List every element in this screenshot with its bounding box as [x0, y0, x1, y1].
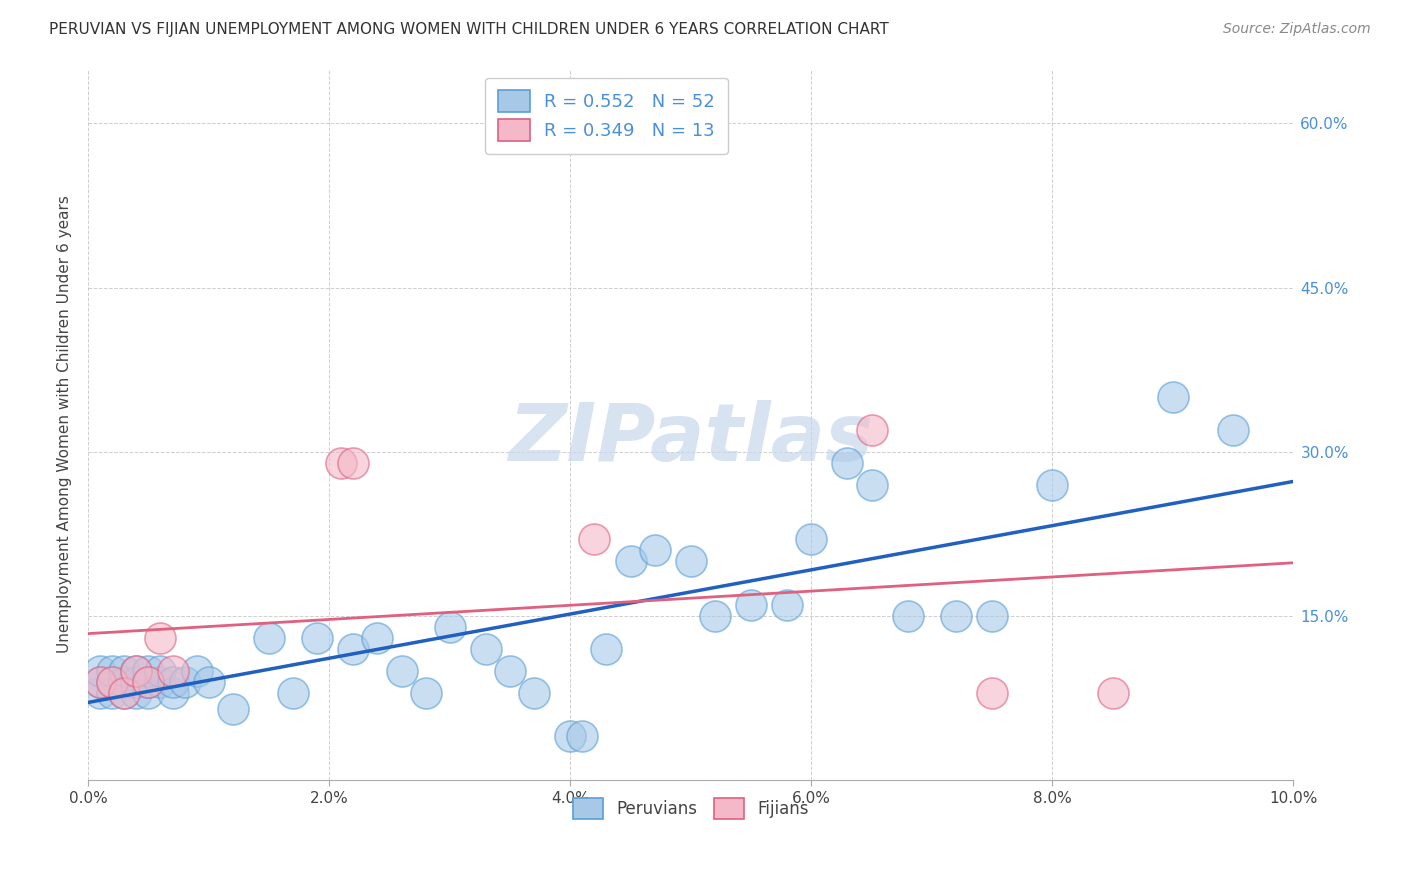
- Point: [366, 631, 388, 645]
- Point: [860, 477, 883, 491]
- Point: [112, 674, 135, 689]
- Point: [149, 631, 172, 645]
- Point: [1222, 423, 1244, 437]
- Point: [703, 609, 725, 624]
- Point: [101, 686, 124, 700]
- Point: [222, 702, 245, 716]
- Point: [101, 674, 124, 689]
- Point: [281, 686, 304, 700]
- Point: [1101, 686, 1123, 700]
- Point: [197, 674, 219, 689]
- Text: PERUVIAN VS FIJIAN UNEMPLOYMENT AMONG WOMEN WITH CHILDREN UNDER 6 YEARS CORRELAT: PERUVIAN VS FIJIAN UNEMPLOYMENT AMONG WO…: [49, 22, 889, 37]
- Point: [499, 664, 522, 678]
- Point: [860, 423, 883, 437]
- Point: [475, 641, 498, 656]
- Point: [981, 609, 1004, 624]
- Point: [125, 674, 148, 689]
- Point: [89, 664, 111, 678]
- Point: [112, 686, 135, 700]
- Point: [391, 664, 413, 678]
- Point: [138, 686, 160, 700]
- Point: [583, 533, 606, 547]
- Point: [981, 686, 1004, 700]
- Point: [595, 641, 617, 656]
- Point: [186, 664, 208, 678]
- Point: [149, 664, 172, 678]
- Point: [101, 674, 124, 689]
- Point: [112, 664, 135, 678]
- Point: [571, 730, 593, 744]
- Point: [89, 674, 111, 689]
- Point: [679, 554, 702, 568]
- Point: [138, 664, 160, 678]
- Y-axis label: Unemployment Among Women with Children Under 6 years: Unemployment Among Women with Children U…: [58, 195, 72, 653]
- Point: [173, 674, 195, 689]
- Point: [897, 609, 920, 624]
- Point: [560, 730, 582, 744]
- Point: [89, 674, 111, 689]
- Point: [149, 674, 172, 689]
- Point: [800, 533, 823, 547]
- Point: [439, 620, 461, 634]
- Point: [342, 641, 364, 656]
- Point: [101, 664, 124, 678]
- Point: [138, 674, 160, 689]
- Point: [162, 664, 184, 678]
- Point: [740, 598, 762, 612]
- Point: [125, 686, 148, 700]
- Point: [162, 674, 184, 689]
- Point: [330, 456, 353, 470]
- Point: [415, 686, 437, 700]
- Point: [307, 631, 329, 645]
- Point: [837, 456, 859, 470]
- Point: [125, 664, 148, 678]
- Point: [1161, 390, 1184, 404]
- Point: [523, 686, 546, 700]
- Point: [125, 664, 148, 678]
- Point: [138, 674, 160, 689]
- Point: [162, 686, 184, 700]
- Text: Source: ZipAtlas.com: Source: ZipAtlas.com: [1223, 22, 1371, 37]
- Point: [257, 631, 280, 645]
- Point: [342, 456, 364, 470]
- Point: [644, 543, 666, 558]
- Point: [112, 686, 135, 700]
- Point: [1040, 477, 1063, 491]
- Point: [776, 598, 799, 612]
- Legend: Peruvians, Fijians: Peruvians, Fijians: [567, 792, 815, 825]
- Point: [945, 609, 967, 624]
- Point: [619, 554, 641, 568]
- Text: ZIPatlas: ZIPatlas: [508, 400, 873, 477]
- Point: [89, 686, 111, 700]
